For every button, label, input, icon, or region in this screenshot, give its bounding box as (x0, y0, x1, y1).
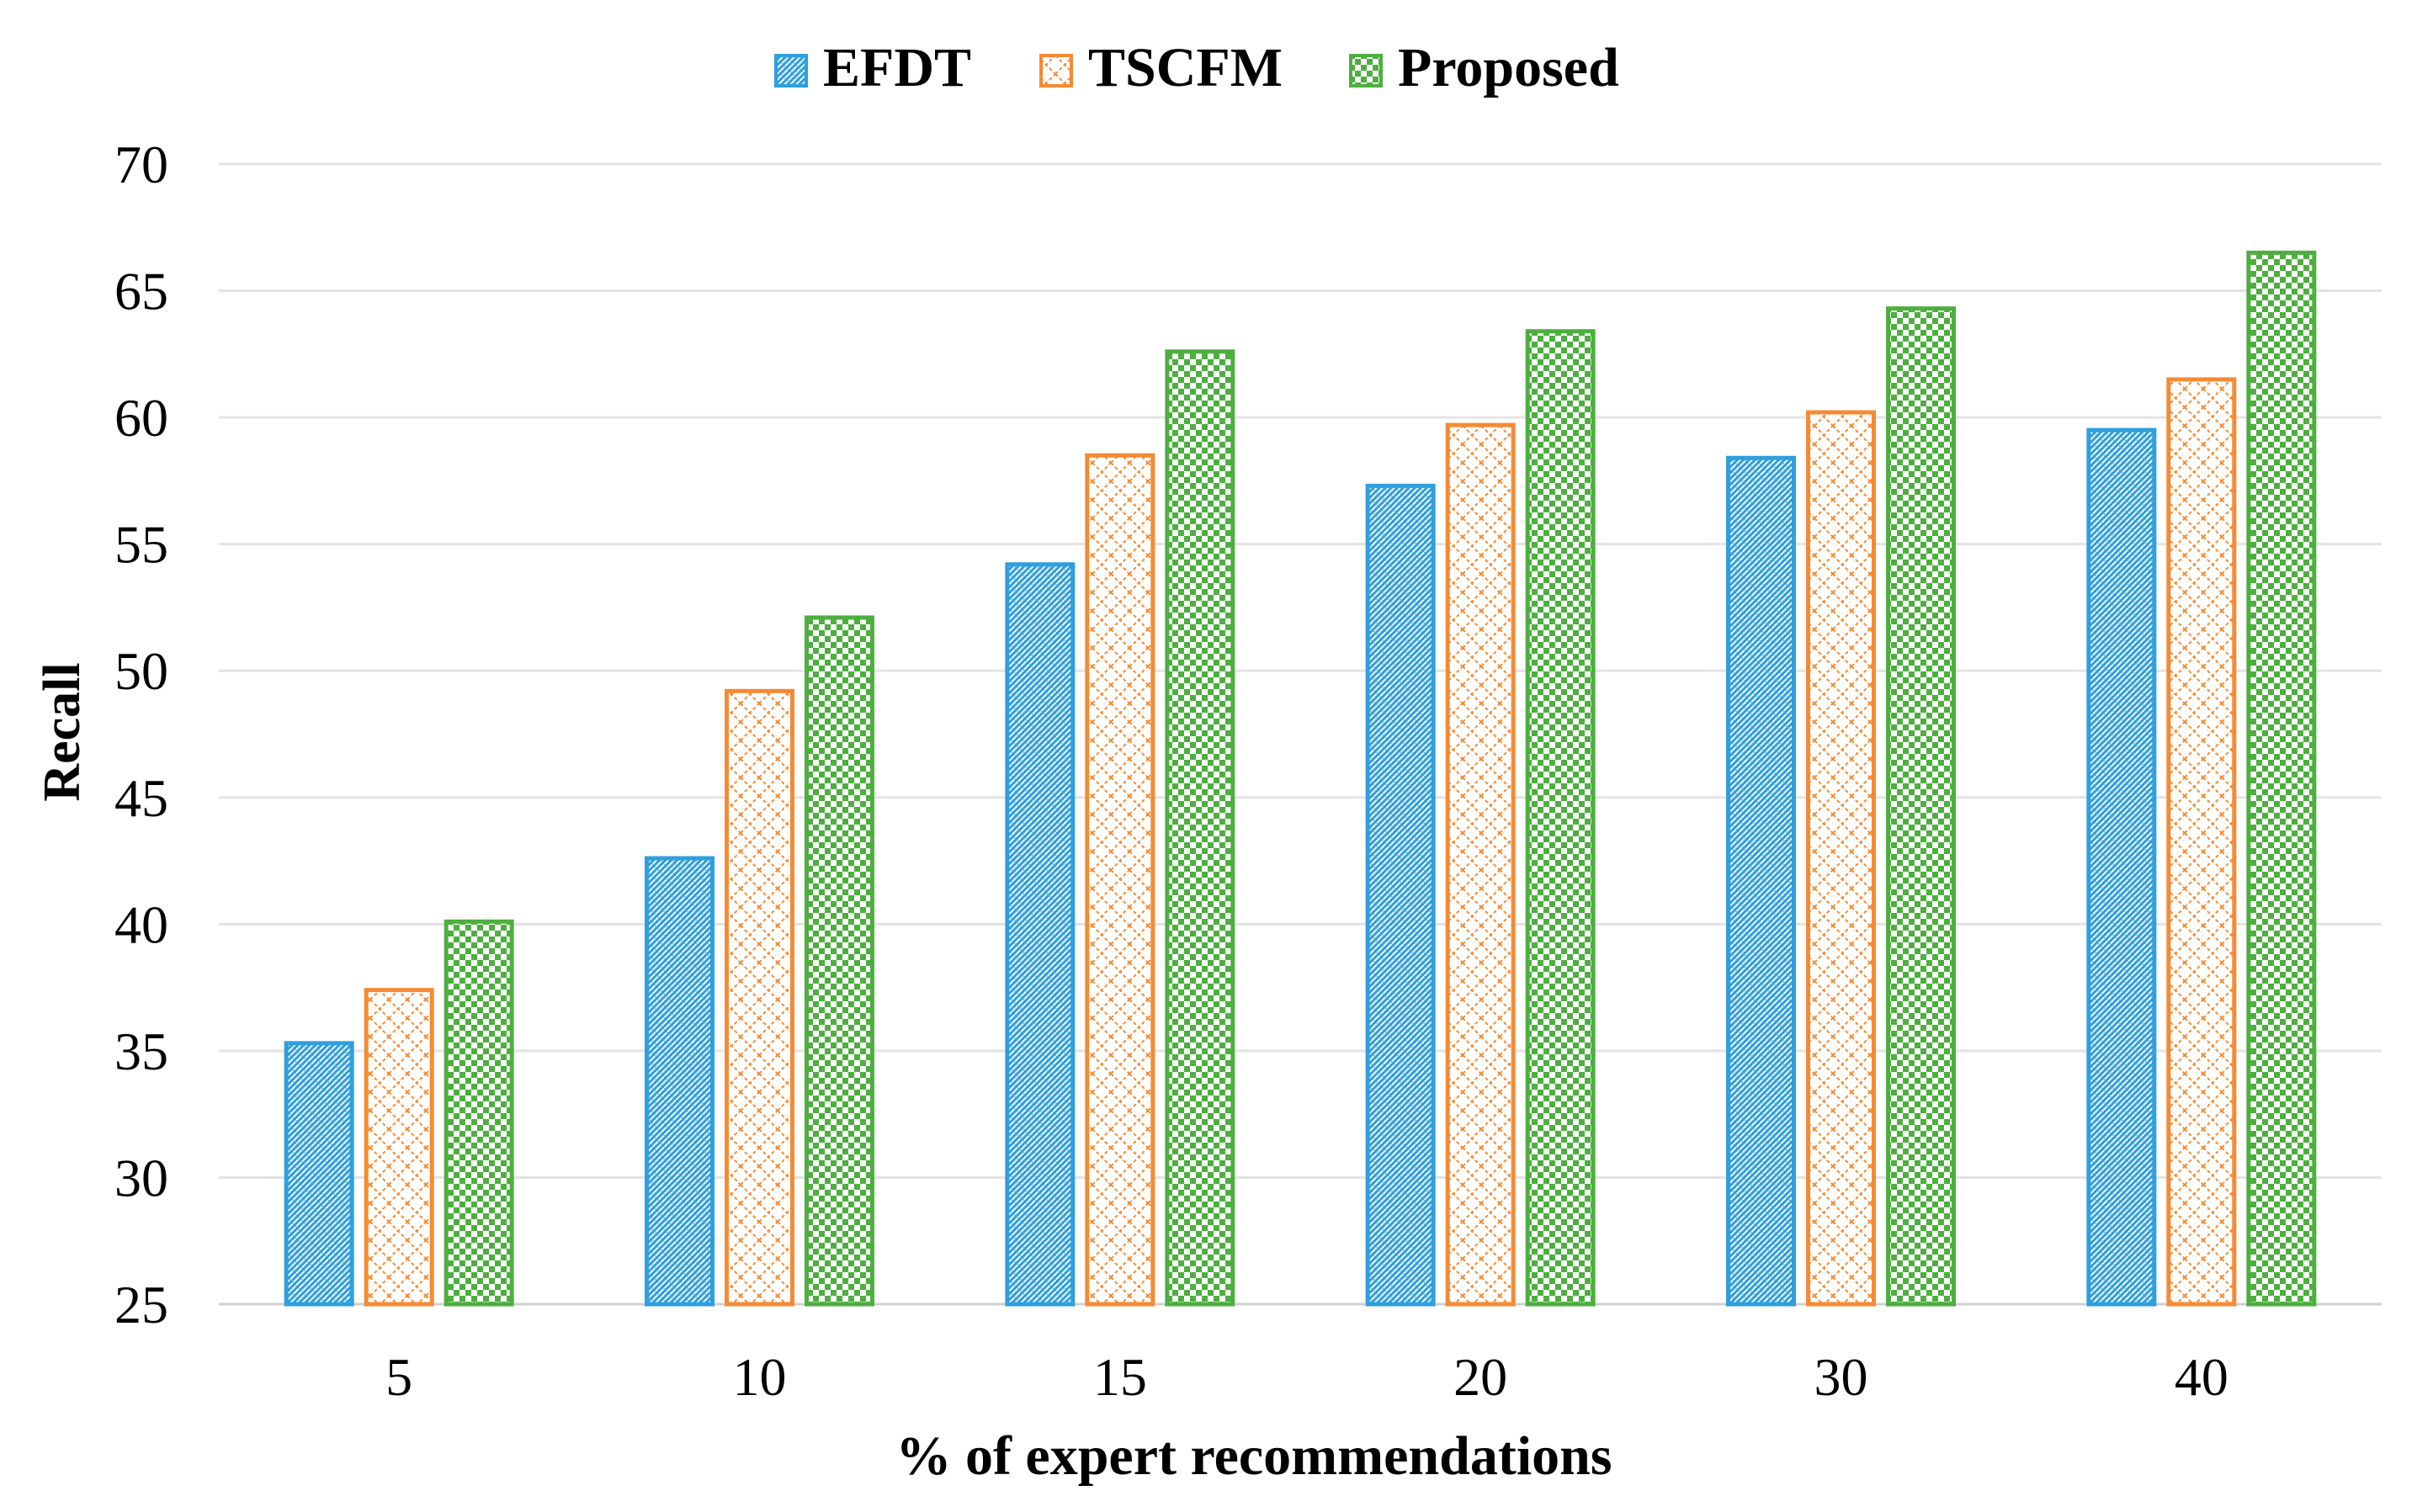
y-tick-label: 50 (114, 641, 168, 701)
y-tick-label: 45 (114, 768, 168, 828)
legend-label: EFDT (823, 37, 971, 98)
bar-efdt-5 (284, 1041, 354, 1307)
bar-proposed-5 (444, 919, 514, 1307)
y-axis-label: Recall (34, 662, 91, 801)
x-tick-label: 5 (385, 1347, 412, 1407)
bar-efdt-20 (1365, 483, 1436, 1307)
bar-proposed-40 (2246, 250, 2317, 1307)
y-tick-label: 30 (114, 1148, 168, 1207)
bar-proposed-15 (1165, 349, 1235, 1307)
y-tick-label: 55 (114, 515, 168, 575)
legend-item-proposed: Proposed (1349, 37, 1619, 98)
legend: EFDT TSCFM Proposed (774, 37, 1619, 98)
bar-proposed-20 (1525, 329, 1596, 1307)
x-tick-label: 15 (1093, 1347, 1147, 1407)
y-tick-label: 70 (114, 135, 168, 194)
x-tick-label: 20 (1453, 1347, 1507, 1407)
legend-label: TSCFM (1088, 37, 1283, 98)
bar-efdt-10 (645, 856, 714, 1307)
bar-tscfm-5 (364, 988, 434, 1307)
bar-proposed-10 (805, 615, 874, 1307)
legend-swatch (1039, 54, 1073, 88)
gridlines (219, 162, 2382, 1306)
bar-tscfm-40 (2166, 377, 2237, 1307)
y-tick-label: 40 (114, 894, 168, 954)
x-tick-label: 40 (2175, 1347, 2228, 1407)
bar-tscfm-20 (1445, 422, 1516, 1307)
bar-efdt-40 (2086, 427, 2157, 1307)
legend-item-tscfm: TSCFM (1039, 37, 1283, 98)
x-tick-label: 30 (1814, 1347, 1868, 1407)
bar-proposed-30 (1886, 306, 1956, 1307)
y-tick-label: 25 (114, 1275, 168, 1334)
bar-efdt-30 (1726, 455, 1796, 1307)
y-tick-label: 65 (114, 262, 168, 321)
legend-item-efdt: EFDT (774, 37, 971, 98)
y-tick-label: 60 (114, 388, 168, 448)
bar-tscfm-10 (725, 688, 794, 1307)
x-axis-label: % of expert recommendations (895, 1425, 1612, 1487)
y-tick-label: 35 (114, 1021, 168, 1081)
legend-swatch (774, 54, 808, 88)
bar-tscfm-15 (1085, 453, 1155, 1307)
legend-swatch (1349, 54, 1383, 88)
bar-tscfm-30 (1806, 410, 1876, 1307)
x-tick-label: 10 (733, 1347, 787, 1407)
bar-efdt-15 (1005, 562, 1076, 1307)
legend-label: Proposed (1398, 37, 1619, 98)
y-tick-labels: 25 30 35 40 45 50 55 60 65 70 (114, 135, 168, 1334)
bars (284, 250, 2317, 1307)
x-tick-labels: 5 10 15 20 30 40 (385, 1347, 2228, 1407)
